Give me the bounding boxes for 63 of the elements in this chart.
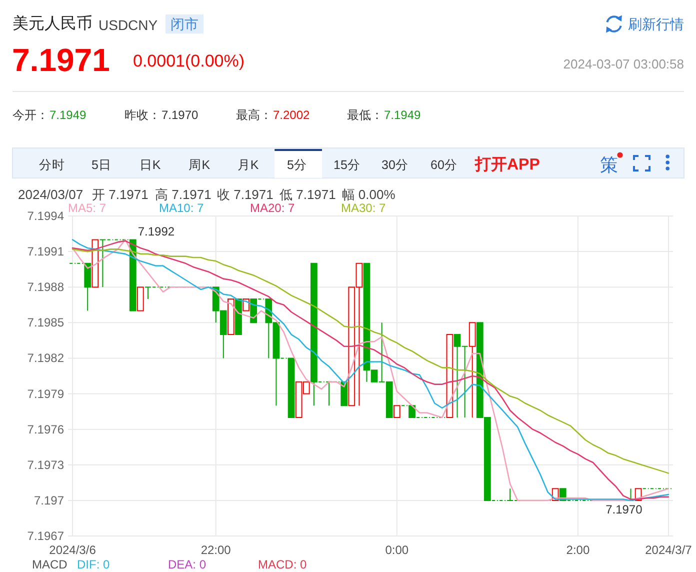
text: 2024-03-07 03:00:58	[563, 56, 684, 72]
y-tick-label: 7.1973	[27, 458, 64, 472]
text: DIF: 0	[77, 558, 110, 572]
text: 60分	[430, 158, 458, 172]
y-tick-label: 7.1979	[27, 386, 64, 401]
x-tick-label: 2024/3/7	[645, 543, 692, 557]
text: MA30: 7	[341, 201, 386, 215]
text: 低 7.1971	[280, 187, 336, 202]
text: 7.1949	[50, 108, 87, 122]
candlestick	[136, 286, 144, 312]
text: 30分	[382, 158, 408, 172]
text: 7.1971	[12, 42, 110, 78]
text: MACD: 0	[258, 558, 307, 572]
text: 7.2002	[273, 108, 310, 122]
y-tick-label: 7.1982	[27, 351, 64, 366]
text: 分时	[39, 158, 65, 172]
text: 最高：	[236, 108, 272, 122]
text: 收 7.1971	[217, 187, 274, 202]
text: 5分	[287, 158, 307, 172]
candlestick	[393, 405, 400, 418]
x-tick-label: 22:00	[200, 543, 232, 557]
text: 开 7.1971	[92, 187, 148, 202]
text: MA20: 7	[250, 201, 296, 215]
text: 5日	[92, 158, 112, 172]
text: DEA: 0	[168, 558, 206, 572]
x-tick-label: 2:00	[566, 543, 590, 557]
chart-subtitle: USDCNY	[98, 17, 158, 33]
x-tick-label: 0:00	[385, 543, 409, 557]
candlestick	[99, 239, 106, 288]
y-tick-label: 7.1994	[27, 209, 64, 223]
text: 2024/03/07	[18, 187, 84, 202]
y-tick-label: 7.1976	[27, 422, 64, 436]
y-tick-label: 7.1988	[27, 280, 64, 294]
x-tick-label: 2024/3/6	[49, 543, 96, 557]
text: 幅 0.00%	[342, 187, 396, 202]
candlestick	[468, 322, 476, 418]
text: 最低：	[347, 108, 383, 122]
text: 闭市	[170, 16, 198, 32]
text: 日K	[139, 158, 162, 172]
text: 刷新行情	[628, 16, 684, 32]
annotation: 7.1970	[606, 502, 643, 516]
text: 0.0001(0.00%)	[133, 52, 245, 70]
text: 策	[600, 155, 618, 175]
text: 7.1970	[162, 108, 199, 122]
text: 今开：	[12, 108, 48, 122]
text: 昨收：	[124, 108, 160, 122]
text: MA5: 7	[68, 201, 106, 215]
annotation: 7.1992	[138, 224, 175, 239]
text: 月K	[237, 158, 260, 172]
candlestick	[235, 298, 242, 336]
y-tick-label: 7.1985	[27, 316, 64, 330]
text: MACD	[32, 558, 68, 572]
chart-title: 美元人民币	[12, 14, 92, 32]
text: 15分	[334, 158, 360, 172]
text: MA10: 7	[159, 201, 204, 215]
y-tick-label: 7.197	[34, 493, 64, 508]
text: 高 7.1971	[155, 187, 212, 202]
text: 打开APP	[474, 156, 540, 174]
text: 7.1949	[384, 108, 422, 122]
y-tick-label: 7.1991	[27, 244, 64, 259]
text: 周K	[188, 158, 211, 172]
candlestick	[228, 298, 234, 336]
y-tick-label: 7.1967	[27, 529, 64, 543]
